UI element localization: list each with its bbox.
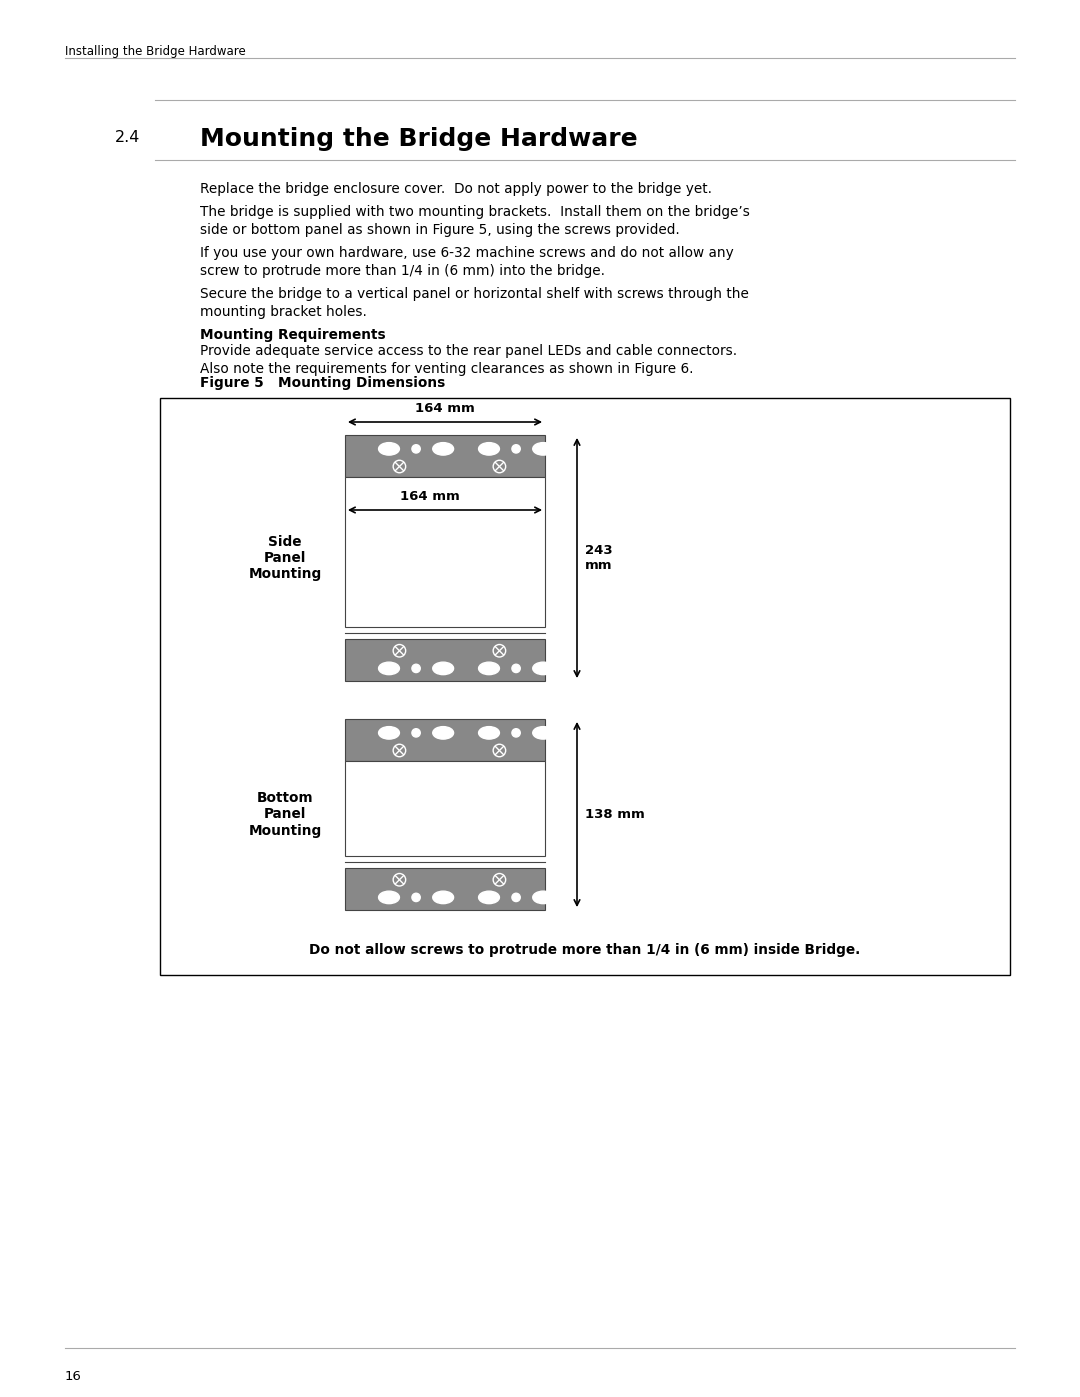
Bar [345,434,545,476]
Text: Provide adequate service access to the rear panel LEDs and cable connectors.: Provide adequate service access to the r… [200,344,738,358]
Ellipse shape [379,662,400,675]
Bar [345,761,545,856]
Bar [345,638,545,680]
Circle shape [411,893,420,901]
Ellipse shape [379,891,400,904]
Ellipse shape [379,726,400,739]
Circle shape [512,444,521,453]
Text: Side
Panel
Mounting: Side Panel Mounting [248,535,322,581]
Ellipse shape [478,443,499,455]
Text: 164 mm: 164 mm [400,490,460,503]
Ellipse shape [379,443,400,455]
Text: 2.4: 2.4 [114,130,140,145]
Ellipse shape [478,726,499,739]
Text: Mounting the Bridge Hardware: Mounting the Bridge Hardware [200,127,637,151]
Text: The bridge is supplied with two mounting brackets.  Install them on the bridge’s: The bridge is supplied with two mounting… [200,205,750,219]
Circle shape [512,664,521,672]
Text: Also note the requirements for venting clearances as shown in Figure 6.: Also note the requirements for venting c… [200,362,693,376]
Text: If you use your own hardware, use 6‑32 machine screws and do not allow any: If you use your own hardware, use 6‑32 m… [200,246,733,260]
Text: Installing the Bridge Hardware: Installing the Bridge Hardware [65,45,246,59]
Text: Bottom
Panel
Mounting: Bottom Panel Mounting [248,791,322,838]
Text: screw to protrude more than 1/4 in (6 mm) into the bridge.: screw to protrude more than 1/4 in (6 mm… [200,264,605,278]
Text: 243
mm: 243 mm [585,543,612,571]
Text: 164 mm: 164 mm [415,402,475,415]
Text: mounting bracket holes.: mounting bracket holes. [200,305,367,319]
Circle shape [411,729,420,738]
Text: Mounting Requirements: Mounting Requirements [200,328,386,342]
Text: Figure 5   Mounting Dimensions: Figure 5 Mounting Dimensions [200,376,445,390]
Bar [345,476,545,627]
Ellipse shape [478,891,499,904]
Ellipse shape [532,726,554,739]
Text: Do not allow screws to protrude more than 1/4 in (6 mm) inside Bridge.: Do not allow screws to protrude more tha… [309,943,861,957]
Text: 138 mm: 138 mm [585,807,645,821]
Bar [160,398,1010,975]
Text: Replace the bridge enclosure cover.  Do not apply power to the bridge yet.: Replace the bridge enclosure cover. Do n… [200,182,712,196]
Ellipse shape [433,891,454,904]
Circle shape [512,893,521,901]
Circle shape [411,664,420,672]
Ellipse shape [433,726,454,739]
Ellipse shape [478,662,499,675]
Ellipse shape [532,443,554,455]
Bar [345,719,545,761]
Circle shape [411,444,420,453]
Ellipse shape [433,443,454,455]
Ellipse shape [433,662,454,675]
Bar [345,868,545,909]
Text: 16: 16 [65,1370,82,1383]
Ellipse shape [532,662,554,675]
Text: Secure the bridge to a vertical panel or horizontal shelf with screws through th: Secure the bridge to a vertical panel or… [200,286,748,300]
Text: side or bottom panel as shown in Figure 5, using the screws provided.: side or bottom panel as shown in Figure … [200,224,679,237]
Circle shape [512,729,521,738]
Ellipse shape [532,891,554,904]
